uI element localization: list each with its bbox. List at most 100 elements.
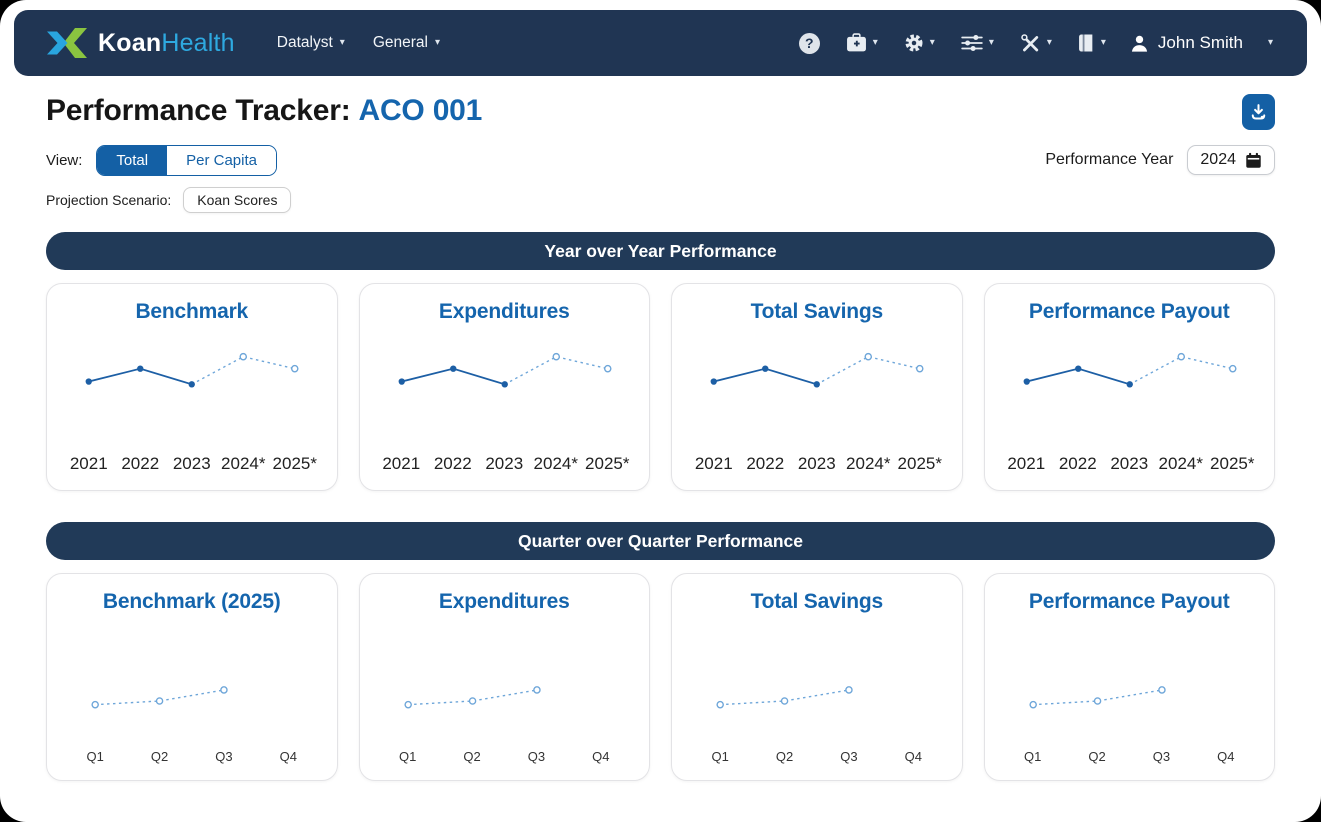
data-point-projected bbox=[1157, 686, 1166, 694]
sparkline-chart bbox=[710, 352, 924, 388]
nav-menu-general[interactable]: General ▾ bbox=[359, 26, 454, 60]
data-point-projected bbox=[1093, 697, 1101, 705]
performance-year-value: 2024 bbox=[1200, 151, 1236, 168]
data-point-projected bbox=[239, 352, 248, 361]
data-point-projected bbox=[403, 700, 412, 709]
chevron-down-icon: ▾ bbox=[1267, 37, 1273, 48]
x-axis-label: Q2 bbox=[775, 749, 794, 764]
card-title: Total Savings bbox=[750, 590, 884, 613]
x-axis-label: 2023 bbox=[172, 454, 211, 473]
download-button[interactable] bbox=[1242, 94, 1275, 130]
x-axis-labels: Q1 Q2 Q3 Q4 bbox=[376, 749, 634, 766]
help-button[interactable]: ? bbox=[791, 27, 828, 60]
view-label: View: bbox=[46, 151, 83, 169]
x-axis-label: Q2 bbox=[1088, 749, 1106, 764]
medical-kit-dropdown[interactable]: ▾ bbox=[838, 27, 886, 59]
metric-card: Performance Payout 2021 2022 2023 2024* 2025* bbox=[983, 283, 1275, 491]
koanhealth-logo-icon bbox=[47, 28, 87, 58]
controls-row: View: Total Per Capita Performance Year … bbox=[46, 144, 1275, 176]
user-name: John Smith bbox=[1157, 33, 1243, 52]
data-point-actual bbox=[398, 378, 405, 385]
performance-year-label: Performance Year bbox=[1045, 151, 1174, 168]
data-point-projected bbox=[220, 686, 228, 694]
sparkline-chart bbox=[1023, 352, 1237, 388]
card-title: Expenditures bbox=[438, 300, 570, 323]
chevron-down-icon: ▾ bbox=[988, 37, 994, 48]
metric-card: Performance Payout Q1 Q2 Q3 Q4 bbox=[983, 573, 1275, 781]
data-point-actual bbox=[762, 365, 769, 372]
data-point-projected bbox=[716, 700, 724, 709]
x-axis-label: 2023 bbox=[797, 454, 836, 473]
chevron-down-icon: ▾ bbox=[434, 37, 440, 48]
x-axis-label: 2025* bbox=[1210, 454, 1255, 473]
page-title-entity: ACO 001 bbox=[358, 94, 483, 127]
x-axis-label: Q4 bbox=[1217, 749, 1235, 764]
nav-right: ? ▾ ▾ bbox=[791, 27, 1279, 60]
gear-icon bbox=[905, 34, 923, 52]
data-point-projected bbox=[603, 364, 612, 373]
view-option-total[interactable]: Total bbox=[97, 145, 168, 175]
sparkline-chart bbox=[398, 352, 612, 388]
data-point-projected bbox=[1176, 352, 1185, 361]
card-title: Performance Payout bbox=[1028, 590, 1230, 613]
calendar-icon bbox=[1246, 152, 1261, 168]
data-point-actual bbox=[710, 378, 717, 385]
x-axis-label: Q2 bbox=[150, 749, 169, 764]
data-point-projected bbox=[915, 364, 924, 373]
sparkline-chart bbox=[91, 686, 228, 709]
view-option-per-capita[interactable]: Per Capita bbox=[167, 145, 276, 175]
card-title: Benchmark (2025) bbox=[102, 590, 281, 613]
user-menu[interactable]: John Smith ▾ bbox=[1124, 27, 1279, 59]
card-title: Expenditures bbox=[438, 590, 570, 613]
projection-scenario-button[interactable]: Koan Scores bbox=[183, 187, 292, 213]
chevron-down-icon: ▾ bbox=[929, 37, 935, 48]
user-icon bbox=[1131, 35, 1148, 52]
x-axis-label: 2024* bbox=[1158, 454, 1203, 473]
x-axis-label: 2025* bbox=[272, 454, 317, 473]
x-axis-labels: Q1 Q2 Q3 Q4 bbox=[63, 749, 321, 766]
x-axis-label: 2021 bbox=[694, 454, 733, 473]
metric-card: Benchmark (2025) Q1 Q2 Q3 Q4 bbox=[46, 573, 338, 781]
settings-dropdown[interactable]: ▾ bbox=[896, 27, 943, 59]
help-icon: ? bbox=[798, 32, 820, 54]
metric-card: Expenditures Q1 Q2 Q3 Q4 bbox=[358, 573, 650, 781]
sparkline-chart bbox=[403, 686, 541, 709]
chevron-down-icon: ▾ bbox=[1046, 37, 1052, 48]
chevron-down-icon: ▾ bbox=[339, 37, 345, 48]
x-axis-labels: Q1 Q2 Q3 Q4 bbox=[688, 749, 946, 766]
x-axis-label: 2024* bbox=[533, 454, 578, 473]
book-icon bbox=[1078, 34, 1093, 52]
tools-dropdown[interactable]: ▾ bbox=[1012, 28, 1060, 59]
download-icon bbox=[1251, 104, 1266, 120]
performance-year-picker[interactable]: 2024 bbox=[1187, 145, 1275, 175]
x-axis-labels: 2021 2022 2023 2024* 2025* bbox=[376, 454, 634, 476]
x-axis-label: Q3 bbox=[840, 749, 858, 764]
x-axis-label: 2021 bbox=[1007, 454, 1046, 473]
x-axis-label: 2023 bbox=[1110, 454, 1149, 473]
data-point-projected bbox=[551, 352, 560, 361]
main-content: Performance Tracker: ACO 001 View: Total … bbox=[0, 76, 1321, 781]
x-axis-label: Q1 bbox=[86, 749, 104, 764]
brand-secondary: Health bbox=[161, 28, 235, 57]
x-axis-label: Q1 bbox=[1024, 749, 1042, 764]
x-axis-label: Q4 bbox=[279, 749, 297, 764]
nav-menu-datalyst[interactable]: Datalyst ▾ bbox=[263, 26, 359, 60]
x-axis-labels: 2021 2022 2023 2024* 2025* bbox=[63, 454, 321, 476]
cards-row-yoy: Benchmark 2021 2022 2023 2024* 2025* Expenditu… bbox=[46, 283, 1275, 491]
library-dropdown[interactable]: ▾ bbox=[1070, 27, 1114, 59]
sliders-dropdown[interactable]: ▾ bbox=[953, 28, 1002, 58]
card-title: Benchmark bbox=[135, 300, 249, 323]
brand-primary: Koan bbox=[98, 28, 162, 57]
card-title: Performance Payout bbox=[1028, 300, 1230, 323]
x-axis-label: Q1 bbox=[711, 749, 729, 764]
sparkline-chart bbox=[85, 352, 299, 388]
metric-card: Total Savings 2021 2022 2023 2024* 2025* bbox=[671, 283, 963, 491]
page-title: Performance Tracker: ACO 001 bbox=[46, 94, 482, 128]
x-axis-label: Q3 bbox=[1152, 749, 1171, 764]
x-axis-label: 2024* bbox=[221, 454, 266, 473]
projection-scenario-label: Projection Scenario: bbox=[46, 192, 172, 208]
data-point-projected bbox=[468, 697, 476, 705]
brand-wordmark: KoanHealth bbox=[98, 29, 235, 58]
page-title-prefix: Performance Tracker: bbox=[46, 94, 351, 127]
chevron-down-icon: ▾ bbox=[1100, 37, 1106, 48]
